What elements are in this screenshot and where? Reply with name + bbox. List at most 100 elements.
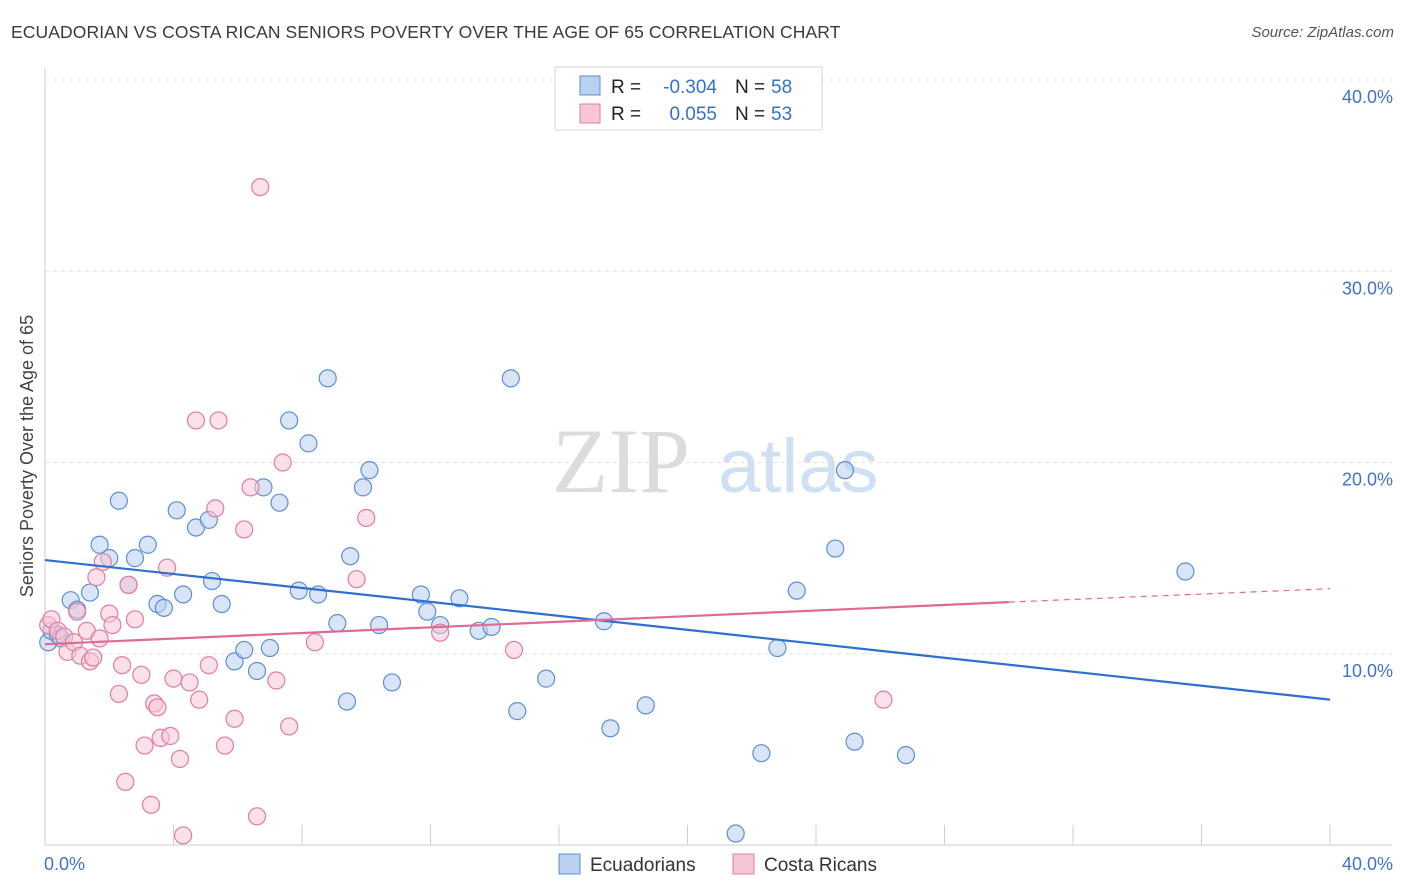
ecuadorians-point-11 <box>125 549 145 568</box>
legend-r-value-2: 0.055 <box>669 104 717 125</box>
legend-bottom-swatch-blue <box>558 853 581 875</box>
costa-ricans-point-42 <box>247 807 267 826</box>
axes <box>44 68 1392 846</box>
ecuadorians-point-35 <box>353 478 373 497</box>
costa-ricans-point-41 <box>241 478 260 497</box>
source-credit: Source: ZipAtlas.com <box>1251 24 1394 41</box>
ecuadorians-point-54 <box>787 581 806 600</box>
costa-ricans-point-15 <box>103 615 122 635</box>
costa-ricans-point-45 <box>273 453 292 472</box>
series-legend: Ecuadorians Costa Ricans <box>558 853 877 876</box>
ecuadorians-point-22 <box>235 640 254 660</box>
legend-swatch-blue <box>579 75 601 96</box>
legend-n-value-1: 58 <box>771 77 792 98</box>
x-tick-label-1: 40.0% <box>1342 854 1393 874</box>
legend-bottom-label-blue: Ecuadorians <box>590 855 696 876</box>
costa-ricans-point-19 <box>119 575 138 595</box>
costa-ricans-point-51 <box>504 640 524 660</box>
costa-ricans-point-35 <box>199 656 218 675</box>
ecuadorians-point-47 <box>537 669 556 688</box>
trend-line-ecuadorians <box>44 558 1331 701</box>
costa-ricans-point-28 <box>161 726 180 746</box>
costa-ricans-point-33 <box>186 411 206 430</box>
costa-ricans-point-30 <box>170 749 190 769</box>
ecuadorians-point-46 <box>508 702 527 721</box>
ecuadorians-point-34 <box>341 547 360 566</box>
costa-ricans-point-39 <box>225 709 244 728</box>
chart-title: ECUADORIAN VS COSTA RICAN SENIORS POVERT… <box>11 22 841 42</box>
costa-ricans-point-16 <box>109 684 128 704</box>
ecuadorians-point-23 <box>247 661 267 681</box>
ecuadorians-point-56 <box>835 461 855 480</box>
ecuadorians-point-15 <box>167 501 186 520</box>
costa-ricans-point-21 <box>132 665 151 684</box>
ecuadorians-point-25 <box>260 638 279 658</box>
costa-ricans-point-31 <box>174 826 193 845</box>
y-axis-label: Seniors Poverty Over the Age of 65 <box>17 315 37 597</box>
costa-ricans-point-48 <box>347 570 366 589</box>
costa-ricans-point-52 <box>874 690 893 709</box>
ecuadorians-point-44 <box>482 617 501 637</box>
costa-ricans-point-22 <box>135 736 154 755</box>
watermark-atlas: atlas <box>718 424 879 509</box>
ecuadorians-point-52 <box>752 744 771 763</box>
ecuadorians-point-36 <box>360 461 379 480</box>
ecuadorians-point-14 <box>154 598 173 617</box>
ecuadorians-point-45 <box>501 369 520 388</box>
legend-bottom-swatch-pink <box>732 853 755 875</box>
ecuadorians-point-55 <box>826 539 845 558</box>
y-tick-label-1: 20.0% <box>1342 470 1393 490</box>
costa-ricans-point-46 <box>280 717 299 736</box>
ecuadorians-point-38 <box>382 673 402 692</box>
ecuadorians-point-27 <box>280 411 299 430</box>
x-tick-label-0: 0.0% <box>44 854 85 874</box>
costa-ricans-point-50 <box>431 623 450 642</box>
legend-swatch-pink <box>579 103 601 124</box>
y-tick-label-0: 10.0% <box>1342 661 1393 681</box>
legend-n-value-2: 53 <box>771 104 792 125</box>
series-costa-ricans <box>39 178 893 845</box>
ecuadorians-point-28 <box>289 581 308 600</box>
trend-line-costa-ricans-extension <box>1008 588 1331 603</box>
x-tick-labels: 0.0% 40.0% <box>44 854 1393 874</box>
watermark: ZIP atlas <box>552 410 879 512</box>
legend-bottom-label-pink: Costa Ricans <box>764 855 877 876</box>
costa-ricans-point-44 <box>267 671 286 690</box>
ecuadorians-point-31 <box>318 369 337 388</box>
y-tick-labels: 10.0% 20.0% 30.0% 40.0% <box>1342 87 1393 681</box>
costa-ricans-point-20 <box>125 610 145 629</box>
ecuadorians-point-50 <box>636 696 655 715</box>
ecuadorians-point-12 <box>138 535 157 554</box>
costa-ricans-point-37 <box>209 411 228 430</box>
ecuadorians-point-19 <box>202 571 222 591</box>
ecuadorians-point-37 <box>370 615 389 635</box>
costa-ricans-point-17 <box>112 656 132 675</box>
ecuadorians-point-53 <box>768 638 787 658</box>
ecuadorians-point-29 <box>299 434 318 453</box>
ecuadorians-point-59 <box>1176 562 1195 581</box>
y-tick-label-3: 40.0% <box>1342 87 1393 107</box>
legend-r-label-2: R = <box>611 104 641 125</box>
trend-line-costa-ricans <box>44 601 1009 646</box>
ecuadorians-point-49 <box>601 719 620 738</box>
ecuadorians-point-51 <box>726 824 745 843</box>
costa-ricans-point-25 <box>148 698 167 717</box>
ecuadorians-point-40 <box>418 602 437 621</box>
ecuadorians-point-9 <box>109 491 128 510</box>
legend-n-label-1: N = <box>735 77 765 98</box>
costa-ricans-point-47 <box>305 633 324 652</box>
watermark-zip: ZIP <box>552 410 690 512</box>
costa-ricans-point-38 <box>215 736 234 755</box>
ecuadorians-point-20 <box>212 594 231 614</box>
costa-ricans-point-49 <box>357 508 376 528</box>
costa-ricans-point-23 <box>141 795 161 814</box>
costa-ricans-point-29 <box>164 669 183 688</box>
legend-r-label-1: R = <box>611 77 641 98</box>
ecuadorians-point-6 <box>80 583 100 602</box>
ecuadorians-point-16 <box>174 585 193 604</box>
costa-ricans-point-32 <box>180 673 199 692</box>
legend-r-value-1: -0.304 <box>663 77 717 98</box>
ecuadorians-point-33 <box>337 692 357 711</box>
costa-ricans-point-18 <box>116 772 135 791</box>
